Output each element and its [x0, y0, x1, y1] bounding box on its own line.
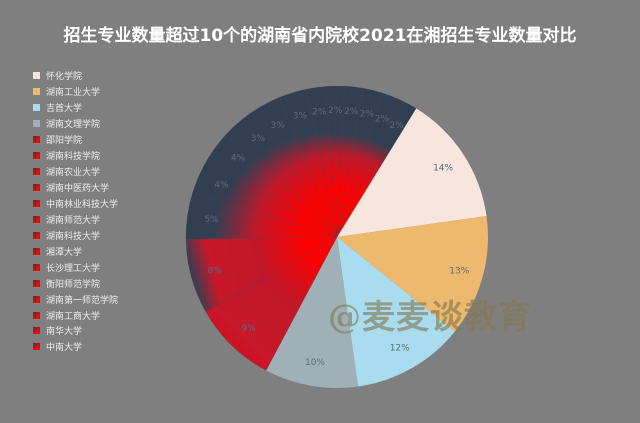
- legend-swatch-icon: [33, 247, 40, 255]
- slice-percent-label: 4%: [214, 181, 229, 191]
- legend-label: 湖南中医药大学: [46, 184, 110, 195]
- chart-title: 招生专业数量超过10个的湖南省内院校2021在湘招生专业数量对比: [63, 26, 577, 46]
- legend-swatch-icon: [33, 120, 40, 128]
- legend-label: 湖南文理学院: [46, 120, 101, 131]
- slice-percent-label: 8%: [207, 266, 222, 276]
- pie-slice[interactable]: [337, 237, 455, 387]
- slice-percent-label: 9%: [241, 324, 256, 334]
- legend-item[interactable]: 湖南第一师范学院: [33, 291, 153, 307]
- pie-slice[interactable]: [185, 191, 338, 240]
- slice-percent-label: 10%: [305, 358, 325, 368]
- pie-slice[interactable]: [325, 85, 345, 238]
- pie-slice[interactable]: [336, 99, 417, 238]
- legend-swatch-icon: [33, 215, 40, 223]
- slice-percent-label: 3%: [293, 112, 308, 122]
- legend-item[interactable]: 湖南科技学院: [33, 148, 153, 164]
- pie-slice[interactable]: [306, 86, 338, 238]
- legend-label: 中南林业科技大学: [46, 199, 119, 210]
- legend-label: 湘潭大学: [46, 247, 83, 258]
- legend-label: 湖南工商大学: [46, 311, 101, 322]
- legend-item[interactable]: 邵阳学院: [33, 132, 153, 148]
- legend-item[interactable]: 怀化学院: [33, 68, 153, 84]
- legend-label: 湖南科技学院: [46, 152, 101, 163]
- legend-swatch-icon: [33, 231, 40, 239]
- slice-percent-label: 12%: [390, 343, 410, 353]
- legend-label: 湖南工业大学: [46, 88, 101, 99]
- legend-swatch-icon: [33, 136, 40, 144]
- slice-percent-label: 2%: [360, 110, 375, 120]
- legend-swatch-icon: [33, 104, 40, 112]
- legend-label: 怀化学院: [46, 72, 83, 83]
- legend-item[interactable]: 湖南农业大学: [33, 164, 153, 180]
- legend-label: 南华大学: [46, 327, 83, 338]
- legend-swatch-icon: [33, 152, 40, 160]
- legend-label: 湖南农业大学: [46, 168, 101, 179]
- legend-item[interactable]: 衡阳师范学院: [33, 275, 153, 291]
- legend-swatch-icon: [33, 199, 40, 207]
- legend-swatch-icon: [33, 295, 40, 303]
- pie-slice[interactable]: [192, 157, 338, 238]
- pie-slice[interactable]: [205, 236, 338, 371]
- pie-slice[interactable]: [207, 127, 338, 238]
- pie-slice[interactable]: [279, 88, 338, 238]
- legend-item[interactable]: 南华大学: [33, 323, 153, 339]
- legend-swatch-icon: [33, 263, 40, 271]
- slice-percent-label: 3%: [251, 134, 266, 144]
- pie-slice[interactable]: [336, 87, 383, 238]
- legend-label: 吉首大学: [46, 104, 83, 115]
- legend-label: 长沙理工大学: [46, 263, 101, 274]
- legend-item[interactable]: 长沙理工大学: [33, 259, 153, 275]
- legend-swatch-icon: [33, 311, 40, 319]
- slice-percent-label: 13%: [449, 267, 469, 277]
- pie-slice[interactable]: [336, 85, 364, 238]
- legend-swatch-icon: [33, 88, 40, 96]
- pie-slice[interactable]: [337, 215, 489, 332]
- legend-label: 中南大学: [46, 343, 83, 354]
- legend-item[interactable]: 湖南师范大学: [33, 211, 153, 227]
- slice-percent-label: 2%: [389, 121, 404, 131]
- legend-item[interactable]: 吉首大学: [33, 100, 153, 116]
- legend-swatch-icon: [33, 279, 40, 287]
- legend-label: 湖南科技大学: [46, 231, 101, 242]
- pie-slice[interactable]: [266, 237, 359, 389]
- pie-labels: 14%13%12%10%9%8%5%4%4%3%3%3% 2% 2% 2% 2% 2%2%: [204, 106, 469, 368]
- legend-item[interactable]: 中南林业科技大学: [33, 196, 153, 212]
- pie-slice[interactable]: [337, 108, 487, 237]
- legend-swatch-icon: [33, 184, 40, 192]
- legend-swatch-icon: [33, 72, 40, 80]
- legend-item[interactable]: 中南大学: [33, 339, 153, 355]
- legend-swatch-icon: [33, 343, 40, 351]
- legend-label: 邵阳学院: [46, 136, 83, 147]
- legend-item[interactable]: 湘潭大学: [33, 243, 153, 259]
- slice-percent-label: 2%: [312, 107, 327, 117]
- slice-percent-label: 5%: [204, 215, 219, 225]
- slice-percent-label: 3%: [271, 121, 286, 131]
- legend-label: 湖南师范大学: [46, 215, 101, 226]
- legend-label: 衡阳师范学院: [46, 279, 101, 290]
- legend-item[interactable]: 湖南工商大学: [33, 307, 153, 323]
- pie-slice[interactable]: [231, 110, 338, 238]
- pie-slice[interactable]: [253, 96, 338, 238]
- pie-slice[interactable]: [185, 236, 338, 312]
- legend: 怀化学院 湖南工业大学 吉首大学 湖南文理学院 邵阳学院 湖南科技学院 湖南农业…: [33, 68, 153, 355]
- slice-percent-label: 14%: [433, 164, 453, 174]
- slice-percent-label: 2%: [344, 107, 359, 117]
- legend-label: 湖南第一师范学院: [46, 295, 119, 306]
- legend-item[interactable]: 湖南文理学院: [33, 116, 153, 132]
- pie-slice[interactable]: [336, 92, 400, 238]
- pie-slices: [185, 85, 489, 389]
- legend-swatch-icon: [33, 327, 40, 335]
- watermark: @麦麦谈教育: [328, 297, 532, 336]
- legend-item[interactable]: 湖南工业大学: [33, 84, 153, 100]
- legend-item[interactable]: 湖南科技大学: [33, 227, 153, 243]
- legend-item[interactable]: 湖南中医药大学: [33, 180, 153, 196]
- slice-percent-label: 4%: [231, 154, 246, 164]
- slice-percent-label: 2%: [375, 114, 390, 124]
- slice-percent-label: 2%: [328, 106, 343, 116]
- legend-swatch-icon: [33, 168, 40, 176]
